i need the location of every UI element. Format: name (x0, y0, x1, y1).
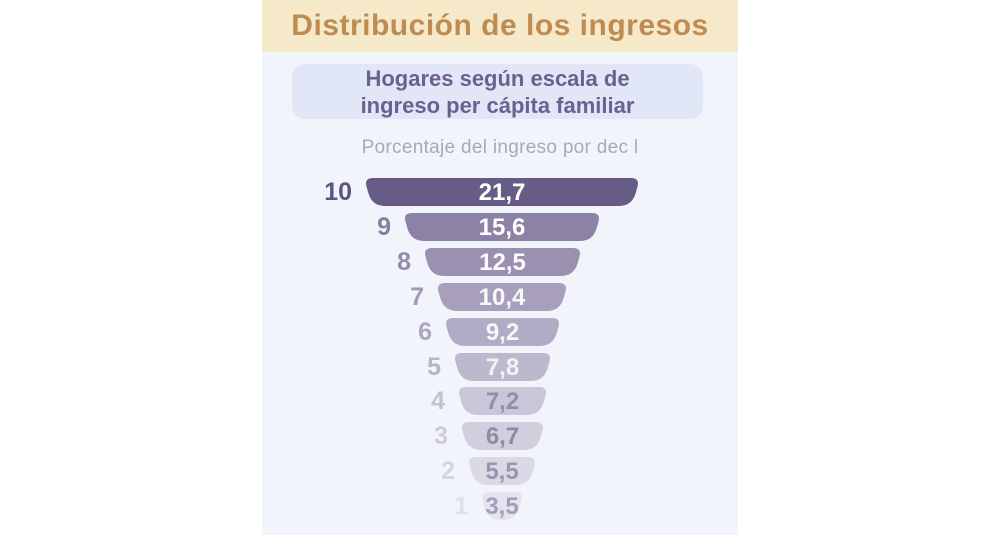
bar-value: 5,5 (485, 458, 518, 485)
bar: 12,5 (425, 248, 580, 276)
subtitle-line-1: Hogares según escala de (365, 65, 630, 91)
bar-value: 6,7 (486, 423, 519, 450)
bar: 7,2 (459, 387, 546, 415)
bar-shape (469, 457, 535, 485)
subtitle-box: Hogares según escala de ingreso per cápi… (292, 64, 703, 119)
bar-shape (446, 318, 559, 346)
funnel-bar-chart: 10 21,7 9 15,6 8 12,5 7 10,4 6 9,2 5 7,8 4 7,2 3 6,7 2 5,… (262, 0, 738, 535)
bar-value: 10,4 (479, 284, 526, 311)
bar: 10,4 (438, 283, 566, 311)
bar-shape (459, 387, 546, 415)
page-title: Distribución de los ingresos (291, 9, 709, 42)
bar: 5,5 (469, 457, 535, 485)
bar: 21,7 (366, 178, 638, 206)
bar-shape (366, 178, 638, 206)
decile-label: 10 (324, 178, 352, 206)
bar: 9,2 (446, 318, 559, 346)
chart-row: 7 10,4 (262, 283, 738, 311)
bar-value: 9,2 (486, 319, 519, 346)
bar-shape (405, 213, 599, 241)
decile-label: 1 (454, 492, 468, 520)
chart-row: 4 7,2 (262, 387, 738, 415)
chart-row: 3 6,7 (262, 422, 738, 450)
decile-label: 6 (418, 318, 432, 346)
decile-label: 2 (441, 457, 455, 485)
bar-value: 15,6 (479, 214, 526, 241)
bar-value: 7,8 (486, 354, 519, 381)
bar: 6,7 (462, 422, 543, 450)
subtitle-line-2: ingreso per cápita familiar (360, 92, 635, 118)
bar-value: 7,2 (486, 388, 519, 415)
bar: 15,6 (405, 213, 599, 241)
decile-label: 4 (431, 387, 445, 415)
bar: 7,8 (455, 353, 550, 381)
bar-shape (482, 492, 522, 520)
title-band: Distribución de los ingresos (262, 0, 738, 52)
decile-label: 3 (434, 422, 448, 450)
bar-shape (462, 422, 543, 450)
chart-row: 10 21,7 (262, 178, 738, 206)
chart-row: 8 12,5 (262, 248, 738, 276)
bar-shape (438, 283, 566, 311)
bar-shape (425, 248, 580, 276)
bar-value: 3,5 (485, 493, 518, 520)
bar-shape (455, 353, 550, 381)
bar-value: 12,5 (479, 249, 526, 276)
chart-row: 5 7,8 (262, 353, 738, 381)
decile-label: 9 (377, 213, 391, 241)
chart-row: 1 3,5 (262, 492, 738, 520)
axis-caption: Porcentaje del ingreso por dec l (361, 137, 639, 158)
bar-value: 21,7 (479, 179, 526, 206)
decile-label: 5 (427, 353, 441, 381)
chart-row: 2 5,5 (262, 457, 738, 485)
chart-row: 6 9,2 (262, 318, 738, 346)
infographic-panel: Distribución de los ingresos Hogares seg… (262, 0, 738, 535)
bar: 3,5 (482, 492, 522, 520)
decile-label: 8 (397, 248, 411, 276)
chart-row: 9 15,6 (262, 213, 738, 241)
decile-label: 7 (410, 283, 424, 311)
